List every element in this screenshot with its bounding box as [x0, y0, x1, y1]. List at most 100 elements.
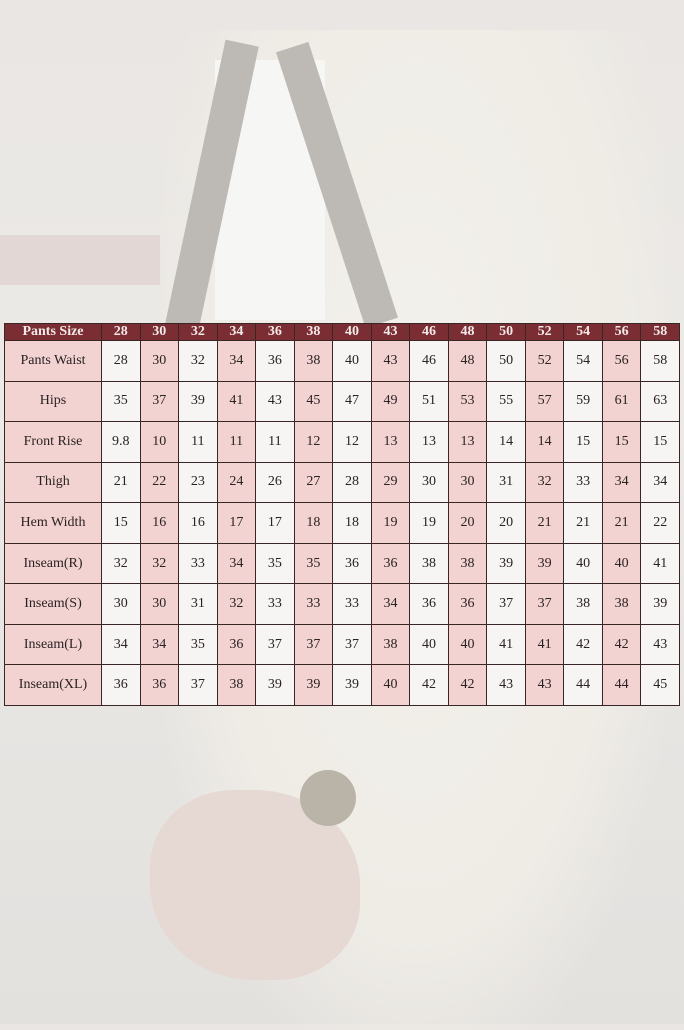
table-cell: 10 — [139, 421, 180, 463]
table-cell: 29 — [370, 461, 411, 504]
table-cell: 31 — [178, 583, 218, 625]
row-label: Front Rise — [4, 421, 102, 463]
table-cell: 42 — [563, 623, 603, 666]
table-cell: 40 — [601, 542, 642, 585]
table-cell: 30 — [139, 583, 180, 625]
table-cell: 49 — [370, 380, 411, 423]
table-cell: 37 — [178, 664, 218, 706]
size-header: 34 — [216, 323, 257, 341]
table-cell: 39 — [486, 542, 526, 585]
table-cell: 34 — [216, 340, 257, 382]
row-label: Inseam(S) — [4, 583, 102, 625]
table-row: Pants Waist 28 30 32 34 36 38 40 43 46 48 50 52 54 56 5… — [4, 340, 680, 382]
table-cell: 32 — [524, 461, 565, 504]
size-header: 38 — [293, 323, 334, 341]
table-cell: 33 — [255, 583, 295, 625]
table-cell: 45 — [293, 380, 334, 423]
size-header: 56 — [601, 323, 642, 341]
table-cell: 45 — [640, 664, 680, 706]
table-cell: 37 — [332, 623, 372, 666]
table-cell: 26 — [255, 461, 295, 504]
table-cell: 39 — [178, 380, 218, 423]
row-label: Hips — [4, 380, 102, 423]
table-cell: 16 — [139, 502, 180, 544]
table-cell: 36 — [255, 340, 295, 382]
table-cell: 39 — [640, 583, 680, 625]
table-row: Inseam(R) 32 32 33 34 35 35 36 36 38 38 39 39 40 40 41 — [4, 542, 680, 585]
table-cell: 32 — [139, 542, 180, 585]
size-header: 30 — [139, 323, 180, 341]
table-row: Hem Width 15 16 16 17 17 18 18 19 19 20 20 21 21 21 22 — [4, 502, 680, 544]
table-cell: 11 — [178, 421, 218, 463]
table-cell: 38 — [409, 542, 449, 585]
table-cell: 37 — [524, 583, 565, 625]
table-cell: 48 — [447, 340, 488, 382]
table-cell: 34 — [640, 461, 680, 504]
table-cell: 19 — [409, 502, 449, 544]
size-header: 46 — [409, 323, 449, 341]
table-cell: 43 — [524, 664, 565, 706]
table-cell: 30 — [101, 583, 141, 625]
row-label: Pants Waist — [4, 340, 102, 382]
row-label: Inseam(L) — [4, 623, 102, 666]
table-row: Inseam(XL) 36 36 37 38 39 39 39 40 42 42 43 43 44 44 45 — [4, 664, 680, 706]
table-cell: 43 — [255, 380, 295, 423]
table-cell: 22 — [640, 502, 680, 544]
table-cell: 33 — [332, 583, 372, 625]
table-cell: 13 — [409, 421, 449, 463]
table-row: Hips 35 37 39 41 43 45 47 49 51 53 55 57 59 61 63 — [4, 380, 680, 423]
table-cell: 37 — [139, 380, 180, 423]
table-cell: 20 — [447, 502, 488, 544]
table-cell: 21 — [563, 502, 603, 544]
row-label: Hem Width — [4, 502, 102, 544]
table-cell: 33 — [293, 583, 334, 625]
row-label: Inseam(XL) — [4, 664, 102, 706]
table-cell: 51 — [409, 380, 449, 423]
table-cell: 56 — [601, 340, 642, 382]
table-cell: 28 — [332, 461, 372, 504]
table-cell: 34 — [101, 623, 141, 666]
table-cell: 21 — [601, 502, 642, 544]
table-cell: 38 — [601, 583, 642, 625]
table-row: Inseam(S) 30 30 31 32 33 33 33 34 36 36 37 37 38 38 39 — [4, 583, 680, 625]
size-chart-table: Pants Size 28 30 32 34 36 38 40 43 46 48 50 52 54 56 5… — [4, 323, 680, 706]
size-header: 40 — [332, 323, 372, 341]
table-cell: 16 — [178, 502, 218, 544]
table-cell: 17 — [216, 502, 257, 544]
table-cell: 59 — [563, 380, 603, 423]
table-cell: 40 — [332, 340, 372, 382]
table-cell: 57 — [524, 380, 565, 423]
table-cell: 12 — [293, 421, 334, 463]
size-header: 52 — [524, 323, 565, 341]
table-cell: 38 — [563, 583, 603, 625]
table-cell: 13 — [447, 421, 488, 463]
header-label: Pants Size — [4, 323, 102, 341]
table-cell: 15 — [640, 421, 680, 463]
table-cell: 17 — [255, 502, 295, 544]
table-cell: 32 — [101, 542, 141, 585]
table-cell: 18 — [332, 502, 372, 544]
table-cell: 36 — [139, 664, 180, 706]
table-cell: 43 — [370, 340, 411, 382]
table-cell: 38 — [447, 542, 488, 585]
table-cell: 35 — [101, 380, 141, 423]
table-cell: 53 — [447, 380, 488, 423]
table-cell: 35 — [255, 542, 295, 585]
table-cell: 36 — [332, 542, 372, 585]
table-cell: 41 — [486, 623, 526, 666]
table-cell: 46 — [409, 340, 449, 382]
table-cell: 32 — [216, 583, 257, 625]
table-cell: 40 — [409, 623, 449, 666]
table-cell: 9.8 — [101, 421, 141, 463]
table-cell: 39 — [293, 664, 334, 706]
table-row: Front Rise 9.8 10 11 11 11 12 12 13 13 13 14 14 15 15 1… — [4, 421, 680, 463]
table-cell: 30 — [447, 461, 488, 504]
table-cell: 39 — [524, 542, 565, 585]
table-cell: 37 — [293, 623, 334, 666]
table-cell: 34 — [370, 583, 411, 625]
table-cell: 21 — [524, 502, 565, 544]
size-header: 58 — [640, 323, 680, 341]
table-cell: 23 — [178, 461, 218, 504]
table-cell: 38 — [293, 340, 334, 382]
table-cell: 42 — [601, 623, 642, 666]
